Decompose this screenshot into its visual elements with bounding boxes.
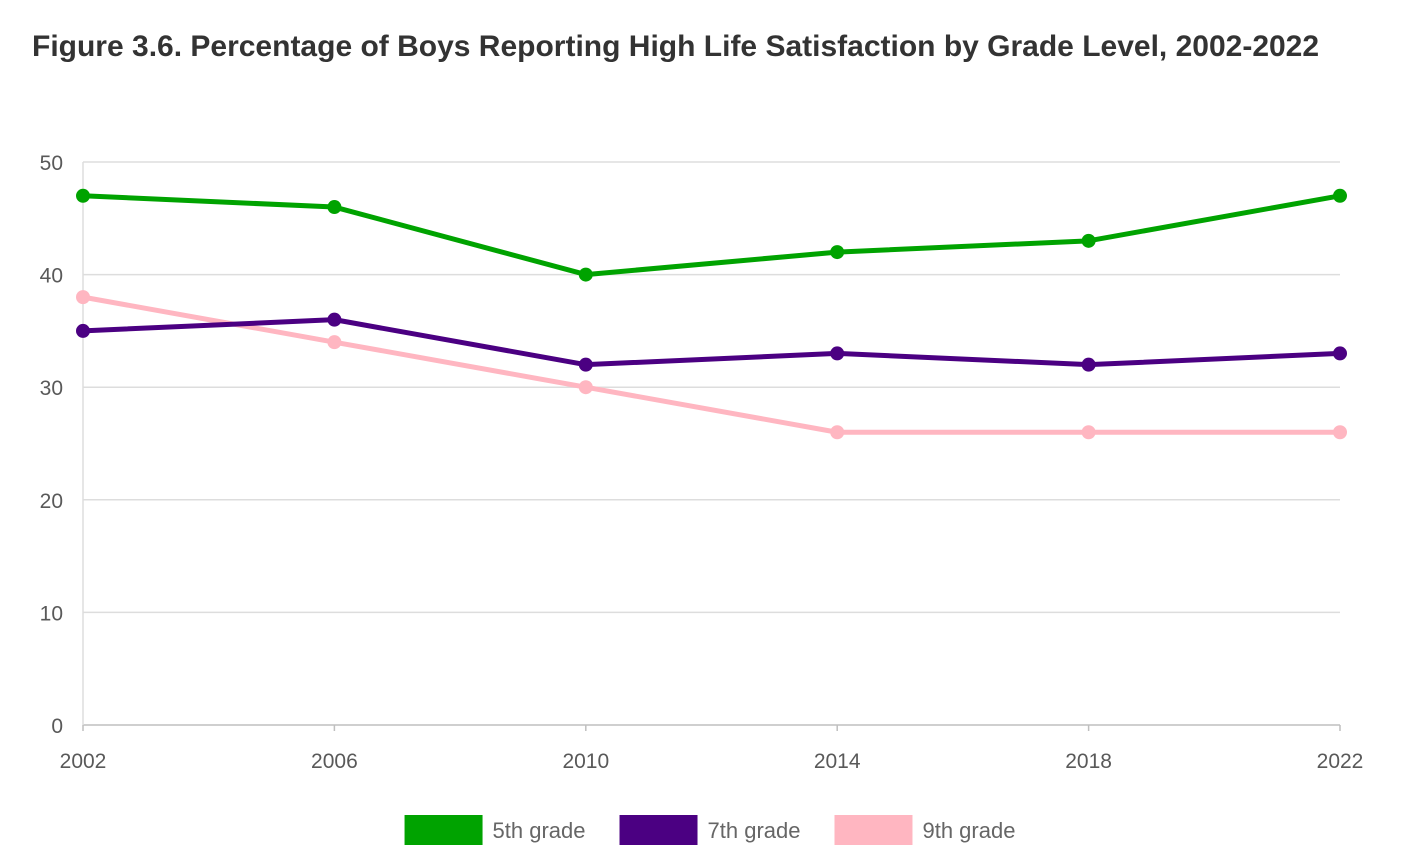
- legend-item-9th-grade[interactable]: 9th grade: [834, 815, 1015, 845]
- data-point-9th-grade[interactable]: [1333, 425, 1347, 440]
- series-5th-grade: [76, 188, 1347, 282]
- data-point-9th-grade[interactable]: [830, 425, 845, 440]
- data-point-5th-grade[interactable]: [1081, 233, 1096, 248]
- data-point-7th-grade[interactable]: [578, 357, 593, 372]
- data-point-9th-grade[interactable]: [76, 290, 90, 305]
- y-tick-label: 50: [40, 152, 63, 175]
- data-point-7th-grade[interactable]: [1333, 346, 1347, 361]
- data-point-7th-grade[interactable]: [76, 323, 90, 338]
- data-point-9th-grade[interactable]: [327, 335, 342, 350]
- legend-label: 7th grade: [708, 818, 801, 843]
- axes: 0 10 20 30 40 50 2002 2006 2010 2014 2018 2022: [40, 152, 1364, 773]
- legend-swatch: [619, 815, 698, 845]
- y-tick-label: 20: [40, 490, 63, 513]
- data-point-5th-grade[interactable]: [1333, 188, 1347, 203]
- legend-label: 9th grade: [922, 818, 1015, 843]
- data-point-7th-grade[interactable]: [327, 312, 342, 327]
- series-line-5th-grade: [80, 193, 1343, 278]
- legend-item-5th-grade[interactable]: 5th grade: [404, 815, 586, 845]
- data-point-9th-grade[interactable]: [578, 380, 593, 395]
- legend-swatch: [404, 815, 483, 845]
- data-point-5th-grade[interactable]: [327, 200, 342, 215]
- series-9th-grade: [76, 290, 1347, 440]
- legend: 5th grade 7th grade 9th grade: [404, 815, 1015, 845]
- data-point-9th-grade[interactable]: [1081, 425, 1096, 440]
- data-point-5th-grade[interactable]: [76, 188, 90, 203]
- x-tick-label: 2022: [1317, 750, 1364, 773]
- series-line-9th-grade: [80, 294, 1343, 435]
- series-line-7th-grade: [80, 317, 1343, 368]
- x-tick-label: 2006: [311, 750, 358, 773]
- legend-swatch: [834, 815, 913, 845]
- data-point-7th-grade[interactable]: [830, 346, 845, 361]
- x-tick-label: 2010: [562, 750, 609, 773]
- legend-item-7th-grade[interactable]: 7th grade: [619, 815, 801, 845]
- y-tick-label: 30: [40, 377, 63, 400]
- grid-lines: [83, 161, 1340, 614]
- series-lines: [76, 188, 1347, 440]
- series-7th-grade: [76, 312, 1347, 372]
- y-tick-label: 0: [51, 715, 63, 738]
- data-point-5th-grade[interactable]: [578, 267, 593, 282]
- x-tick-label: 2002: [60, 750, 107, 773]
- y-tick-label: 10: [40, 602, 63, 625]
- data-point-7th-grade[interactable]: [1081, 357, 1096, 372]
- x-tick-label: 2014: [814, 750, 861, 773]
- legend-label: 5th grade: [493, 818, 586, 843]
- x-tick-label: 2018: [1065, 750, 1112, 773]
- chart-title: Figure 3.6. Percentage of Boys Reporting…: [32, 30, 1320, 63]
- data-point-5th-grade[interactable]: [830, 245, 845, 260]
- y-tick-label: 40: [40, 265, 63, 288]
